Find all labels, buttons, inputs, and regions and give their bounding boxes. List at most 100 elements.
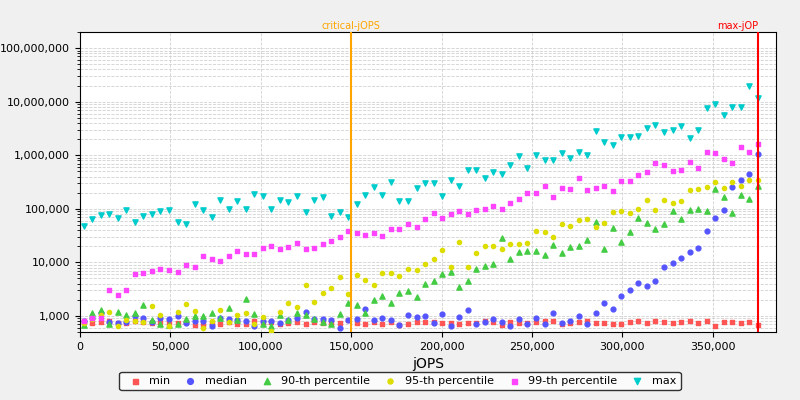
95-th percentile <box>188 308 201 314</box>
median <box>290 315 303 321</box>
median <box>197 318 210 324</box>
min <box>239 321 252 328</box>
90-th percentile <box>222 305 235 311</box>
max <box>530 152 542 158</box>
median <box>649 278 662 284</box>
median <box>564 318 577 324</box>
99-th percentile <box>231 248 244 254</box>
95-th percentile <box>564 222 577 229</box>
median <box>231 316 244 323</box>
min <box>410 319 423 326</box>
median <box>299 308 312 315</box>
min <box>129 318 142 324</box>
99-th percentile <box>692 165 705 172</box>
median <box>129 313 142 319</box>
min <box>572 319 585 325</box>
99-th percentile <box>444 211 457 218</box>
max <box>427 180 440 187</box>
90-th percentile <box>239 296 252 302</box>
median <box>470 321 482 327</box>
90-th percentile <box>342 300 354 306</box>
95-th percentile <box>393 272 406 279</box>
99-th percentile <box>700 149 713 155</box>
median <box>120 318 133 325</box>
min <box>538 318 551 324</box>
min <box>350 319 363 326</box>
95-th percentile <box>692 186 705 193</box>
99-th percentile <box>129 270 142 277</box>
99-th percentile <box>206 256 218 263</box>
95-th percentile <box>239 310 252 316</box>
95-th percentile <box>598 220 610 226</box>
90-th percentile <box>700 208 713 214</box>
median <box>94 310 107 317</box>
median <box>521 321 534 327</box>
min <box>641 320 654 326</box>
99-th percentile <box>718 156 730 162</box>
95-th percentile <box>231 312 244 318</box>
99-th percentile <box>393 225 406 232</box>
median <box>402 312 414 318</box>
99-th percentile <box>641 169 654 175</box>
95-th percentile <box>171 309 184 315</box>
max <box>308 197 321 203</box>
min <box>206 320 218 326</box>
90-th percentile <box>462 278 474 284</box>
median <box>504 323 517 329</box>
min <box>154 319 167 325</box>
99-th percentile <box>427 210 440 216</box>
99-th percentile <box>410 224 423 230</box>
99-th percentile <box>248 251 261 257</box>
99-th percentile <box>683 159 696 165</box>
90-th percentile <box>265 323 278 329</box>
max <box>222 206 235 212</box>
95-th percentile <box>462 264 474 270</box>
max <box>658 128 670 135</box>
99-th percentile <box>299 246 312 253</box>
max <box>555 150 568 156</box>
min <box>299 321 312 327</box>
median <box>308 316 321 322</box>
max <box>162 206 175 213</box>
95-th percentile <box>436 247 449 254</box>
99-th percentile <box>257 244 270 251</box>
median <box>111 320 124 326</box>
max <box>342 214 354 221</box>
95-th percentile <box>316 290 329 297</box>
95-th percentile <box>726 178 738 185</box>
90-th percentile <box>308 316 321 322</box>
min <box>444 320 457 326</box>
99-th percentile <box>674 167 687 174</box>
median <box>513 316 526 322</box>
max <box>214 197 226 203</box>
95-th percentile <box>222 319 235 326</box>
99-th percentile <box>546 194 559 201</box>
max <box>154 208 167 214</box>
99-th percentile <box>709 150 722 156</box>
min <box>709 322 722 329</box>
median <box>154 314 167 321</box>
max <box>180 221 193 227</box>
median <box>274 320 286 326</box>
median <box>683 248 696 255</box>
95-th percentile <box>350 272 363 278</box>
95-th percentile <box>154 312 167 318</box>
median <box>188 318 201 324</box>
90-th percentile <box>350 302 363 308</box>
95-th percentile <box>342 291 354 297</box>
95-th percentile <box>709 179 722 185</box>
95-th percentile <box>248 321 261 327</box>
max <box>641 124 654 131</box>
90-th percentile <box>180 316 193 322</box>
max <box>86 216 98 222</box>
90-th percentile <box>641 220 654 226</box>
95-th percentile <box>274 309 286 316</box>
99-th percentile <box>555 185 568 191</box>
95-th percentile <box>418 261 431 268</box>
max <box>418 180 431 186</box>
median <box>632 280 645 286</box>
99-th percentile <box>649 160 662 166</box>
median <box>743 171 756 178</box>
max <box>103 211 116 218</box>
min <box>162 320 175 326</box>
